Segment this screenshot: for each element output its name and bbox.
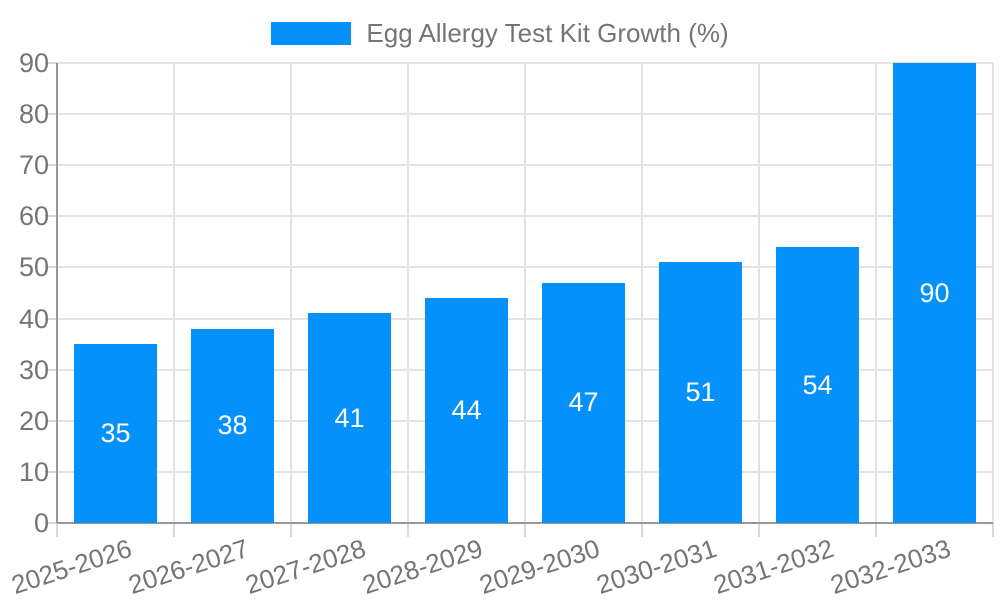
bar-2029-2030: 47: [542, 282, 625, 523]
x-axis-category-label: 2030-2031: [592, 533, 720, 600]
x-axis-tick: [641, 523, 643, 537]
x-axis-line: [57, 522, 993, 524]
y-axis-tick-label: 0: [33, 508, 49, 538]
bar-2031-2032: 54: [776, 247, 859, 523]
y-axis-tick: [45, 522, 57, 524]
y-axis-tick-label: 70: [18, 150, 49, 181]
x-axis-tick: [290, 523, 292, 537]
gridline-vertical: [992, 63, 994, 523]
y-axis-tick: [45, 419, 57, 422]
bar-value-label: 47: [568, 387, 599, 418]
y-axis-tick: [45, 317, 57, 320]
bar-2026-2027: 38: [191, 328, 274, 523]
x-axis-tick: [524, 523, 526, 537]
y-axis-tick-label: 50: [18, 252, 49, 283]
gridline-vertical: [875, 63, 877, 523]
x-axis-category-label: 2031-2032: [709, 533, 837, 600]
chart-legend: Egg Allergy Test Kit Growth (%): [0, 18, 1000, 49]
x-axis-category-label: 2026-2027: [124, 533, 252, 600]
bar-2032-2033: 90: [893, 63, 976, 523]
y-axis-tick-label: 10: [18, 456, 49, 487]
gridline-vertical: [407, 63, 409, 523]
y-axis-tick-label: 90: [18, 48, 49, 78]
bar-2025-2026: 35: [74, 344, 157, 523]
x-axis-tick: [173, 523, 175, 537]
bar-value-label: 41: [334, 402, 365, 433]
x-axis-category-label: 2025-2026: [7, 533, 135, 600]
y-axis-tick: [45, 164, 57, 167]
y-axis-tick: [45, 266, 57, 269]
x-axis-category-label: 2032-2033: [826, 533, 954, 600]
y-axis-tick: [45, 470, 57, 473]
y-axis-tick-label: 40: [18, 303, 49, 334]
x-axis-tick: [758, 523, 760, 537]
legend-item[interactable]: Egg Allergy Test Kit Growth (%): [271, 18, 729, 49]
y-axis-tick: [45, 62, 57, 64]
y-axis-tick-label: 60: [18, 201, 49, 232]
bar-2030-2031: 51: [659, 262, 742, 523]
y-axis-tick-label: 80: [18, 99, 49, 130]
legend-swatch: [271, 22, 352, 45]
gridline-vertical: [290, 63, 292, 523]
x-axis-category-label: 2027-2028: [241, 533, 369, 600]
x-axis-tick: [407, 523, 409, 537]
y-axis-tick-label: 20: [18, 405, 49, 436]
x-axis-category-label: 2028-2029: [358, 533, 486, 600]
bar-value-label: 44: [451, 395, 482, 426]
y-axis-line: [56, 63, 58, 523]
x-axis-tick: [56, 523, 58, 537]
y-axis-tick: [45, 113, 57, 116]
y-axis-tick-label: 30: [18, 354, 49, 385]
gridline-vertical: [173, 63, 175, 523]
x-axis-category-label: 2029-2030: [475, 533, 603, 600]
bar-value-label: 54: [802, 369, 833, 400]
bar-2028-2029: 44: [425, 298, 508, 523]
bar-value-label: 90: [919, 277, 950, 308]
y-axis-tick: [45, 215, 57, 218]
bar-value-label: 38: [217, 410, 248, 441]
bar-value-label: 35: [100, 418, 131, 449]
gridline-vertical: [524, 63, 526, 523]
x-axis-tick: [992, 523, 994, 537]
legend-label: Egg Allergy Test Kit Growth (%): [366, 18, 729, 48]
x-axis-tick: [875, 523, 877, 537]
bar-value-label: 51: [685, 377, 716, 408]
y-axis-tick: [45, 368, 57, 371]
gridline-vertical: [758, 63, 760, 523]
bar-2027-2028: 41: [308, 313, 391, 523]
gridline-vertical: [641, 63, 643, 523]
